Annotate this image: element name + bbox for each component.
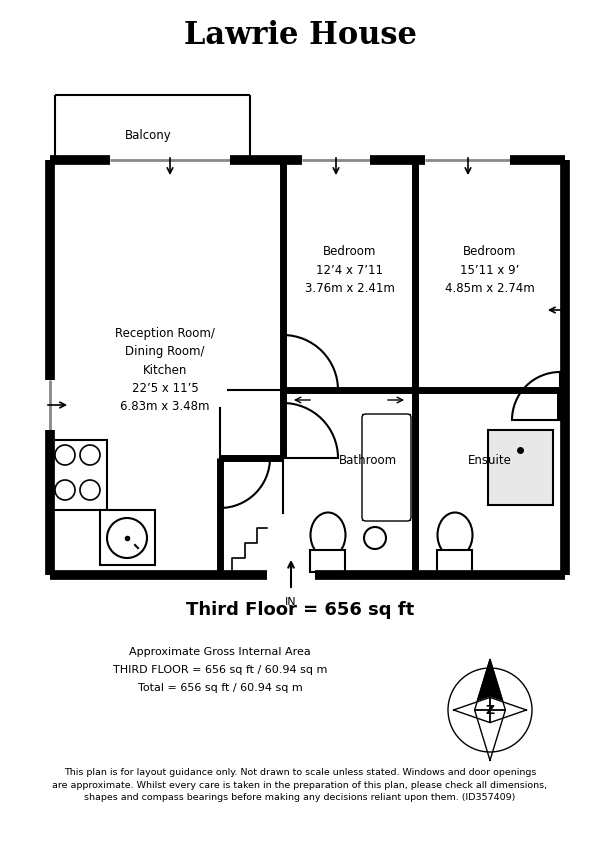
Text: Bathroom: Bathroom [339,454,397,466]
Bar [363,415,410,520]
Bar [310,550,345,572]
Polygon shape [454,697,490,722]
Bar [52,440,107,510]
Polygon shape [475,660,505,710]
Text: This plan is for layout guidance only. Not drawn to scale unless stated. Windows: This plan is for layout guidance only. N… [52,767,548,802]
Text: IN: IN [285,597,297,607]
Text: Approximate Gross Internal Area: Approximate Gross Internal Area [129,647,311,657]
Polygon shape [475,710,505,761]
Text: Bedroom
15’11 x 9’
4.85m x 2.74m: Bedroom 15’11 x 9’ 4.85m x 2.74m [445,245,535,295]
Text: Bedroom
12’4 x 7’11
3.76m x 2.41m: Bedroom 12’4 x 7’11 3.76m x 2.41m [305,245,395,295]
Bar [488,430,553,505]
Text: THIRD FLOOR = 656 sq ft / 60.94 sq m: THIRD FLOOR = 656 sq ft / 60.94 sq m [113,665,327,675]
Text: Ensuite: Ensuite [468,454,512,466]
Text: Third Floor = 656 sq ft: Third Floor = 656 sq ft [186,601,414,619]
Text: Total = 656 sq ft / 60.94 sq m: Total = 656 sq ft / 60.94 sq m [137,683,302,693]
Bar [437,550,472,572]
Text: Balcony: Balcony [125,129,172,142]
Text: Z: Z [485,704,494,717]
Text: Reception Room/
Dining Room/
Kitchen
22’5 x 11’5
6.83m x 3.48m: Reception Room/ Dining Room/ Kitchen 22’… [115,326,215,414]
Bar [100,510,155,565]
Polygon shape [490,697,526,722]
FancyBboxPatch shape [362,414,411,521]
Text: Lawrie House: Lawrie House [184,20,416,51]
